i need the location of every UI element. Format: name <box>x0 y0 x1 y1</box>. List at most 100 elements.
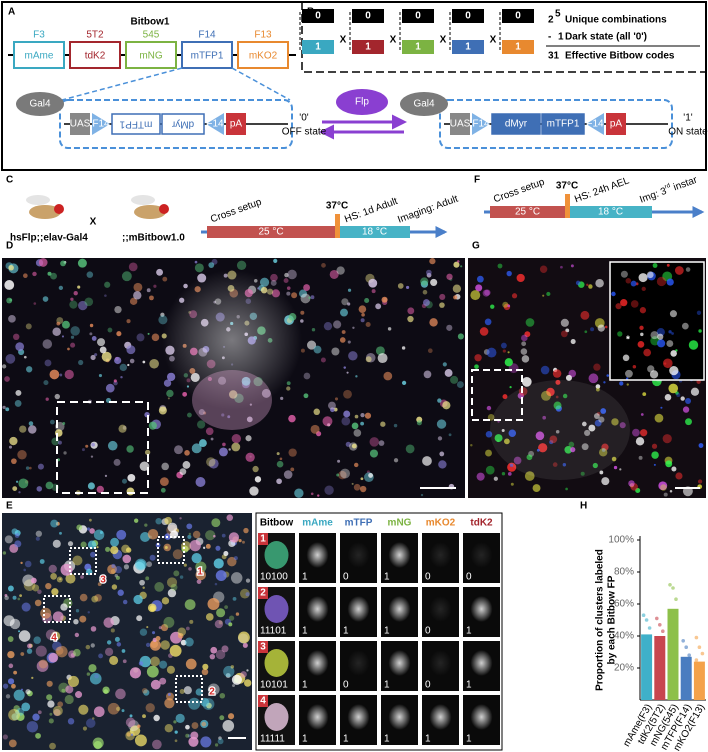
cell <box>521 376 532 387</box>
cell <box>49 712 53 716</box>
cell <box>167 588 177 598</box>
label: 1 <box>384 626 390 637</box>
cell <box>185 626 190 631</box>
cluster-label: 4 <box>51 633 57 644</box>
cell <box>671 466 677 472</box>
cell <box>142 586 145 589</box>
channel-signal <box>306 596 329 622</box>
fp-box <box>69 41 121 69</box>
cell <box>420 277 429 286</box>
point <box>697 666 702 670</box>
cell <box>36 660 49 672</box>
cell <box>170 583 178 591</box>
cell <box>188 697 201 710</box>
cell <box>60 260 66 267</box>
fp-code: F3 <box>33 30 45 41</box>
cell <box>664 394 672 401</box>
cell <box>12 595 17 600</box>
cell <box>182 461 191 469</box>
cell <box>217 738 224 745</box>
label: '0' <box>299 113 308 124</box>
fp-box <box>237 41 289 69</box>
cell <box>23 568 26 572</box>
cell <box>219 692 226 699</box>
cell <box>474 364 479 369</box>
cell <box>129 725 141 736</box>
cell <box>159 477 169 487</box>
row-tag <box>258 641 268 653</box>
cell <box>639 307 647 314</box>
point <box>687 653 691 657</box>
label: 0 <box>466 572 472 583</box>
cell <box>191 443 202 454</box>
cell <box>521 355 530 363</box>
cell <box>575 280 581 286</box>
point <box>644 651 649 656</box>
cell <box>2 683 9 689</box>
cell <box>2 364 7 369</box>
cell <box>126 487 135 496</box>
cell <box>245 592 250 597</box>
cell <box>603 381 606 384</box>
cell <box>588 373 599 384</box>
cell <box>150 679 161 690</box>
cell <box>283 278 289 284</box>
cell <box>354 462 359 468</box>
cell <box>452 284 462 293</box>
channel-signal <box>429 650 452 676</box>
cell <box>218 736 222 740</box>
cell <box>173 570 180 577</box>
cell <box>509 385 512 389</box>
cell <box>330 407 335 413</box>
cell <box>201 668 209 676</box>
cell <box>174 445 183 455</box>
label: HS: 1d Adult <box>343 196 399 225</box>
bar <box>667 608 679 700</box>
cell <box>640 332 644 337</box>
cell <box>159 677 167 685</box>
cell <box>207 597 220 610</box>
cell <box>380 421 386 427</box>
cell <box>457 260 460 263</box>
cell <box>90 455 94 458</box>
cell <box>8 708 20 721</box>
cell <box>369 437 380 447</box>
cell <box>210 646 218 654</box>
cell <box>56 576 63 583</box>
cell <box>617 331 623 337</box>
cell <box>52 327 61 337</box>
cell <box>214 619 224 629</box>
cell <box>55 646 64 655</box>
cell <box>58 285 64 291</box>
cell <box>130 733 134 736</box>
cell <box>149 639 161 651</box>
cell <box>303 393 309 399</box>
cell <box>17 597 21 601</box>
cell <box>383 371 393 381</box>
cell <box>195 561 207 573</box>
cell <box>122 554 132 564</box>
cell <box>8 663 14 669</box>
cell <box>240 671 247 678</box>
label: 37°C <box>326 201 348 212</box>
cell <box>43 380 49 386</box>
cell <box>90 551 96 558</box>
cell <box>64 694 74 705</box>
cell <box>87 611 90 614</box>
label: 1 <box>515 42 521 53</box>
cell <box>19 425 27 433</box>
cell <box>565 487 568 491</box>
channel-signal <box>388 596 411 622</box>
cell <box>195 569 207 581</box>
cell <box>422 299 430 306</box>
cell <box>50 631 61 641</box>
label-part: instar <box>669 174 699 194</box>
cell <box>460 265 463 268</box>
cell <box>138 661 144 666</box>
cell <box>625 377 629 380</box>
cell <box>96 546 99 549</box>
cell <box>127 363 130 367</box>
channel-signal <box>388 542 411 568</box>
cell <box>230 572 243 584</box>
